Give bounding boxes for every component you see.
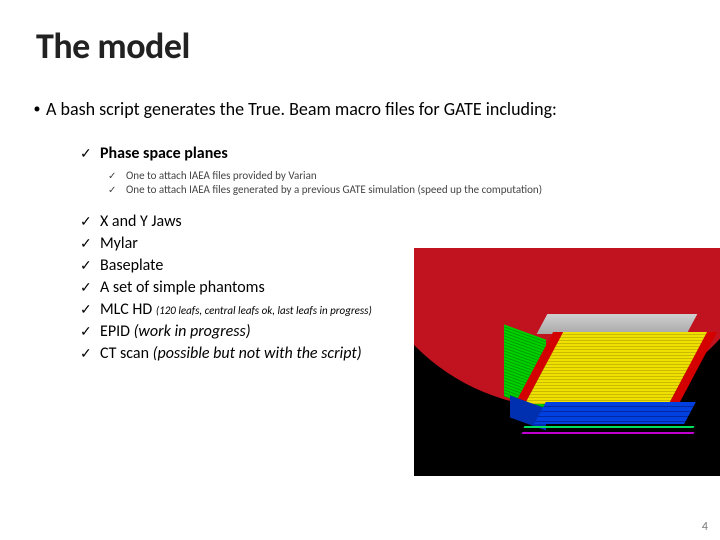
main-bullet-text: A bash script generates the True. Beam m… xyxy=(46,98,557,120)
check-icon: ✓ xyxy=(80,257,100,274)
item-paren: (work in progress) xyxy=(134,322,251,341)
phase-space-line: ✓ Phase space planes xyxy=(80,144,684,163)
item-text: EPID xyxy=(100,322,134,341)
check-icon: ✓ xyxy=(80,145,100,162)
phase-space-label: Phase space planes xyxy=(100,144,228,163)
check-icon: ✓ xyxy=(80,301,100,318)
phase-space-sub-text: One to attach IAEA files provided by Var… xyxy=(126,169,317,182)
item-text: CT scan xyxy=(100,344,153,363)
item-text: MLC HD xyxy=(100,300,156,319)
mlc-assembly xyxy=(522,314,706,442)
item-paren: (120 leafs, central leafs ok, last leafs… xyxy=(156,304,372,317)
jaw-bottom xyxy=(534,402,696,424)
phase-space-sub-0: ✓ One to attach IAEA files provided by V… xyxy=(108,169,684,182)
slide: The model • A bash script generates the … xyxy=(0,0,720,540)
baseplate-line-magenta xyxy=(521,432,694,434)
item-text: Baseplate xyxy=(100,256,163,275)
item-paren: (possible but not with the script) xyxy=(153,344,362,363)
slide-title: The model xyxy=(36,24,684,68)
item-text: Mylar xyxy=(100,234,138,253)
phase-space-sublist: ✓ One to attach IAEA files provided by V… xyxy=(108,169,684,196)
phase-space-sub-1: ✓ One to attach IAEA files generated by … xyxy=(108,183,684,196)
check-icon: ✓ xyxy=(108,169,126,182)
baseplate-line-green xyxy=(523,426,694,428)
model-3d-figure xyxy=(414,248,720,476)
item-text: A set of simple phantoms xyxy=(100,278,265,297)
check-icon: ✓ xyxy=(80,213,100,230)
bullet-dot: • xyxy=(28,100,46,117)
check-icon: ✓ xyxy=(80,235,100,252)
page-number: 4 xyxy=(702,520,708,534)
item-text: X and Y Jaws xyxy=(100,212,182,231)
phase-space-item: ✓ Phase space planes xyxy=(80,144,684,163)
check-icon: ✓ xyxy=(80,279,100,296)
phase-space-sub-text: One to attach IAEA files generated by a … xyxy=(126,183,542,196)
check-icon: ✓ xyxy=(80,345,100,362)
check-icon: ✓ xyxy=(80,323,100,340)
jaw-top xyxy=(537,314,698,334)
main-bullet: • A bash script generates the True. Beam… xyxy=(28,98,684,120)
check-icon: ✓ xyxy=(108,183,126,196)
list-item: ✓ X and Y Jaws xyxy=(80,212,684,231)
